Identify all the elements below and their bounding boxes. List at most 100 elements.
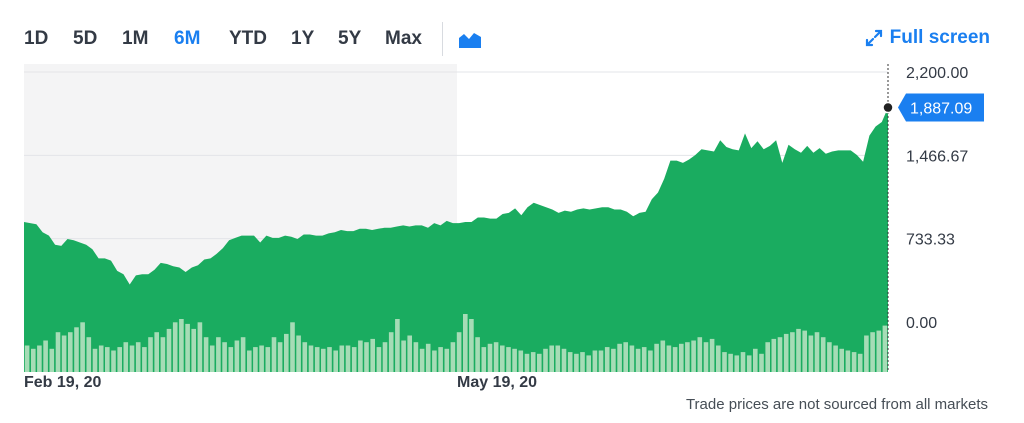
volume-bar [666,345,672,372]
volume-bar [487,343,493,372]
volume-bar [660,340,666,372]
volume-bar [49,348,55,372]
volume-bar [86,337,92,372]
volume-bar [703,342,709,372]
volume-bar [734,355,740,372]
volume-bar [857,353,863,372]
volume-bar [777,337,783,372]
volume-bar [240,337,246,372]
volume-bar [796,328,801,372]
volume-bar [574,353,579,372]
volume-bar [463,314,468,372]
volume-bar [160,337,166,372]
volume-bar [611,348,616,372]
volume-bar [506,347,511,372]
fullscreen-button[interactable]: Full screen [864,24,990,52]
range-5d-button[interactable]: 5D [73,26,97,52]
volume-bar [117,347,122,372]
range-max-button[interactable]: Max [385,26,422,52]
range-5y-button[interactable]: 5Y [338,26,361,52]
volume-bar [722,352,727,372]
volume-bar [765,342,770,372]
volume-bar [308,345,314,372]
volume-bar [382,342,388,372]
volume-bar [709,338,715,372]
volume-bar [123,342,129,372]
volume-bar [135,342,141,372]
volume-bar [820,337,826,372]
volume-bar [691,340,696,372]
volume-bar [395,319,400,372]
area-chart-icon[interactable] [456,28,484,50]
volume-bar [746,355,752,372]
volume-bar [586,355,591,372]
volume-bar [296,335,301,372]
range-1m-button[interactable]: 1M [122,26,148,52]
volume-bar [68,332,73,372]
range-ytd-button[interactable]: YTD [229,26,267,52]
volume-bar [333,350,338,372]
volume-bar [512,348,517,372]
volume-bar [24,345,30,372]
volume-bar [672,347,678,372]
volume-bar [98,345,104,372]
volume-bar [833,345,838,372]
volume-bar [80,322,85,372]
volume-bar [839,348,844,372]
volume-bar [851,352,857,372]
volume-bar [827,342,832,372]
volume-bar [154,332,159,372]
fullscreen-label: Full screen [889,27,990,48]
volume-bar [43,340,48,372]
volume-bar [358,340,363,372]
range-1y-button[interactable]: 1Y [291,26,314,52]
volume-bar [592,350,598,372]
volume-bar [148,337,153,372]
range-6m-button[interactable]: 6M [174,26,200,52]
volume-bar [31,348,36,372]
volume-bar [314,347,320,372]
volume-bar [537,353,542,372]
volume-bar [475,337,480,372]
volume-bar [277,342,283,372]
volume-bar [191,328,196,372]
volume-bar [247,350,252,372]
volume-bar [388,332,394,372]
volume-bar [61,335,67,372]
volume-bar [92,348,98,372]
volume-bar [549,345,554,372]
volume-bar [425,343,431,372]
volume-bar [530,352,536,372]
volume-bar [253,347,258,372]
last-price-label: 1,887.09 [910,101,972,118]
price-chart: 2,200.00 1,466.67 733.33 0.00 1,887.09 [24,64,984,372]
volume-bar [351,347,357,372]
volume-bar [105,347,110,372]
volume-bar [623,342,628,372]
volume-bar [179,319,184,372]
volume-bar [197,322,203,372]
volume-bar [759,353,764,372]
y-tick-label: 2,200.00 [906,65,968,82]
volume-bar [771,338,777,372]
volume-bar [222,342,227,372]
volume-bar [271,337,277,372]
range-1d-button[interactable]: 1D [24,26,48,52]
volume-bar [685,342,690,372]
y-tick-label: 1,466.67 [906,148,968,165]
last-point-marker [882,101,894,114]
volume-bar [216,337,221,372]
volume-bar [376,347,382,372]
volume-bar [37,345,42,372]
volume-bar [265,347,271,372]
volume-bar [567,352,573,372]
volume-bar [129,345,135,372]
volume-bar [469,319,474,372]
volume-bar [55,332,61,372]
volume-bar [327,347,332,372]
volume-bar [648,350,653,372]
volume-bar [716,345,721,372]
volume-bar [604,347,610,372]
volume-bar [864,335,869,372]
volume-bar [753,348,758,372]
